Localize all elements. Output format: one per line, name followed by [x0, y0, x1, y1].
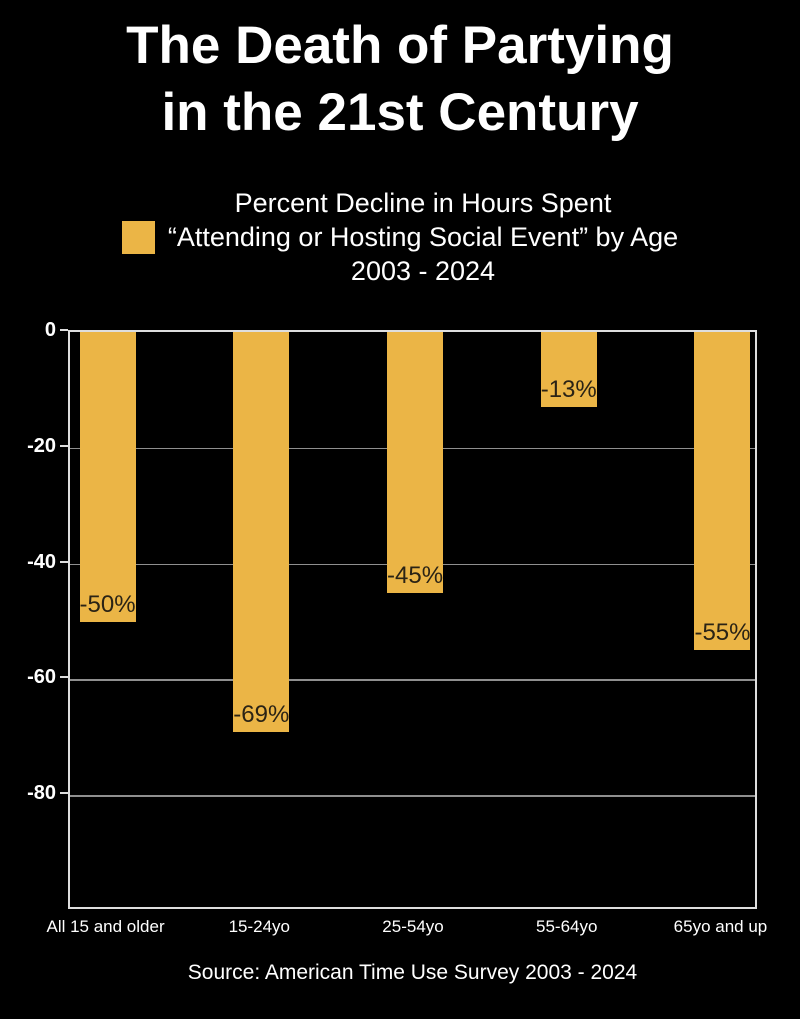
legend: Percent Decline in Hours Spent “Attendin…	[0, 186, 800, 288]
source-note: Source: American Time Use Survey 2003 - …	[187, 961, 638, 984]
chart-title-line-2: in the 21st Century	[161, 83, 639, 142]
bar-value-label-15-24yo: -69%	[233, 700, 290, 728]
y-tick-mark-0	[60, 329, 68, 331]
x-axis-label-65yo and up: 65yo and up	[673, 917, 768, 936]
bar-55-64yo: -13%	[540, 332, 597, 408]
legend-label-line-1: Percent Decline in Hours Spent	[234, 188, 612, 218]
y-axis-tick-label--40: -40	[27, 550, 56, 573]
x-axis-label-25-54yo: 25-54yo	[382, 917, 444, 936]
bar-All 15 and older: -50%	[80, 332, 136, 622]
bar-65yo and up: -55%	[694, 332, 751, 651]
bar-value-label-All 15 and older: -50%	[79, 590, 136, 618]
x-axis-label-15-24yo: 15-24yo	[228, 917, 290, 936]
y-tick-mark--40	[60, 560, 68, 563]
gridline--80	[70, 795, 755, 797]
legend-label: Percent Decline in Hours Spent “Attendin…	[168, 186, 678, 288]
bar-25-54yo: -45%	[387, 332, 443, 593]
bar-value-label-55-64yo: -13%	[540, 376, 597, 404]
chart-title: The Death of Partying in the 21st Centur…	[0, 12, 800, 146]
bar-value-label-65yo and up: -55%	[694, 619, 751, 647]
legend-swatch	[121, 220, 155, 254]
y-axis-tick-label-0: 0	[44, 319, 56, 341]
y-axis-tick-label--80: -80	[27, 782, 56, 805]
x-axis-label-All 15 and older: All 15 and older	[46, 917, 165, 936]
bar-15-24yo: -69%	[233, 332, 289, 732]
legend-label-line-3: 2003 - 2024	[350, 256, 496, 286]
bar-value-label-25-54yo: -45%	[387, 561, 444, 589]
gridline--60	[70, 679, 755, 681]
plot-area: -50% -69% -45% -13% -55%	[68, 330, 757, 909]
chart-title-line-1: The Death of Partying	[126, 16, 674, 75]
y-tick-mark--20	[60, 444, 68, 447]
y-axis-tick-label--60: -60	[27, 666, 56, 689]
y-tick-mark--80	[60, 792, 68, 795]
x-axis-label-55-64yo: 55-64yo	[536, 917, 598, 936]
y-axis-tick-label--20: -20	[27, 434, 56, 457]
y-tick-mark--60	[60, 676, 68, 679]
legend-label-line-2: “Attending or Hosting Social Event” by A…	[167, 222, 679, 252]
